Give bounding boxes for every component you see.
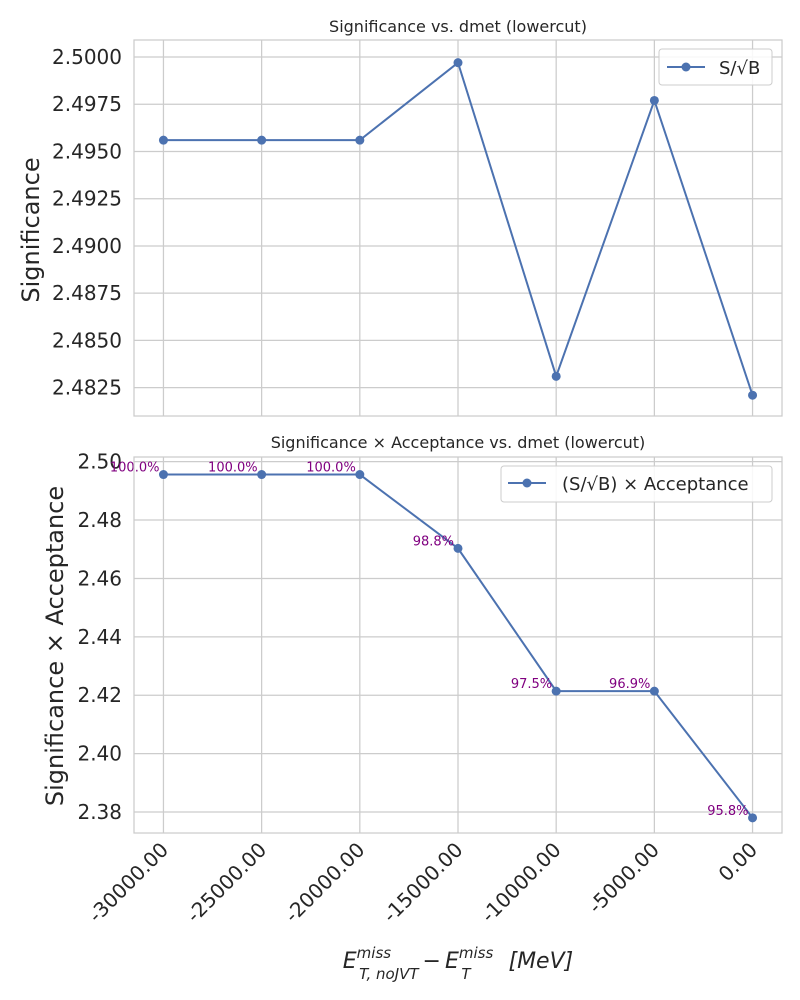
bottom-chart-x-ticks: -30000.00 -25000.00 -20000.00 -15000.00 -100…: [83, 838, 762, 928]
x-tick-label: -30000.00: [83, 838, 173, 928]
data-point: [748, 813, 758, 823]
acceptance-annotation: 100.0%: [110, 461, 160, 476]
top-chart-legend-label: S/√B: [719, 58, 760, 79]
bottom-chart-y-axis-label: Significance × Acceptance: [41, 486, 69, 806]
y-tick-label: 2.4900: [52, 234, 122, 258]
y-tick-label: 2.44: [77, 625, 122, 649]
y-tick-label: 2.4875: [52, 281, 122, 305]
bottom-chart-title: Significance × Acceptance vs. dmet (lowe…: [271, 433, 646, 452]
acceptance-annotation: 98.8%: [413, 534, 454, 549]
data-point: [355, 470, 365, 480]
top-chart-grid: [134, 40, 782, 416]
top-chart-frame: [133, 39, 783, 417]
top-chart-legend-box: [658, 48, 773, 86]
x-tick-label: -20000.00: [280, 838, 370, 928]
x-axis-label-sup1: miss: [357, 944, 392, 962]
x-axis-label-sub1: T, noJVT: [359, 965, 420, 983]
x-axis-label-unit: [MeV]: [508, 949, 573, 974]
x-axis-label-minus: −: [423, 949, 441, 974]
top-chart-legend-swatch-marker: [681, 62, 691, 72]
data-point: [748, 390, 758, 400]
x-tick-label: -10000.00: [476, 838, 566, 928]
data-point: [257, 470, 267, 480]
data-point: [551, 686, 561, 696]
acceptance-annotation: 96.9%: [609, 677, 650, 692]
data-point: [355, 135, 365, 145]
data-point: [453, 543, 463, 553]
y-tick-label: 2.38: [77, 800, 122, 824]
data-point: [158, 470, 168, 480]
y-tick-label: 2.4975: [52, 92, 122, 116]
data-point: [551, 371, 561, 381]
acceptance-annotation: 95.8%: [707, 804, 748, 819]
x-axis-label-sup2: miss: [459, 944, 494, 962]
acceptance-annotation: 97.5%: [511, 677, 552, 692]
acceptance-annotation: 100.0%: [306, 461, 356, 476]
bottom-chart-legend-swatch-marker: [522, 478, 532, 488]
top-chart-title: Significance vs. dmet (lowercut): [329, 17, 587, 36]
x-axis-label-e1: E: [343, 949, 357, 974]
top-chart-y-ticks: 2.4825 2.4850 2.4875 2.4900 2.4925 2.4950 2.49…: [52, 45, 122, 400]
data-point: [158, 135, 168, 145]
x-tick-label: -25000.00: [182, 838, 272, 928]
y-tick-label: 2.46: [77, 566, 122, 590]
y-tick-label: 2.4950: [52, 139, 122, 163]
x-axis-label-sub2: T: [461, 965, 472, 983]
data-point: [257, 135, 267, 145]
data-point: [649, 95, 659, 105]
bottom-chart-x-axis-label: Emiss T, noJVT − Emiss T [MeV]: [343, 944, 573, 983]
acceptance-annotation: 100.0%: [208, 461, 258, 476]
bottom-chart-y-ticks: 2.38 2.40 2.42 2.44 2.46 2.48 2.50: [77, 450, 122, 824]
y-tick-label: 2.48: [77, 508, 122, 532]
bottom-chart-annotations: 100.0% 100.0% 100.0% 98.8% 97.5% 96.9% 95.8%: [110, 461, 749, 819]
y-tick-label: 2.4825: [52, 376, 122, 400]
bottom-chart-legend-box: [500, 465, 773, 503]
bottom-chart-grid: [134, 457, 782, 833]
data-point: [453, 58, 463, 68]
y-tick-label: 2.5000: [52, 45, 122, 69]
y-tick-label: 2.4925: [52, 187, 122, 211]
top-chart-y-axis-label: Significance: [17, 157, 45, 302]
top-chart-panel: Significance vs. dmet (lowercut) 2.48252…: [17, 17, 783, 417]
y-tick-label: 2.40: [77, 742, 122, 766]
x-tick-label: -5000.00: [583, 838, 664, 919]
x-tick-label: 0.00: [714, 838, 762, 886]
top-chart-legend: S/√B: [658, 48, 773, 86]
bottom-chart-frame: [133, 456, 783, 834]
bottom-chart-legend-label: (S/√B) × Acceptance: [562, 474, 749, 495]
x-axis-label-e2: E: [445, 949, 459, 974]
y-tick-label: 2.4850: [52, 328, 122, 352]
bottom-chart-series: [158, 470, 758, 823]
bottom-chart-legend: (S/√B) × Acceptance: [500, 465, 773, 503]
x-tick-label: -15000.00: [378, 838, 468, 928]
data-point: [649, 686, 659, 696]
bottom-chart-panel: Significance × Acceptance vs. dmet (lowe…: [41, 433, 783, 983]
top-chart-series: [158, 58, 758, 400]
y-tick-label: 2.42: [77, 683, 122, 707]
y-tick-label: 2.50: [77, 450, 122, 474]
